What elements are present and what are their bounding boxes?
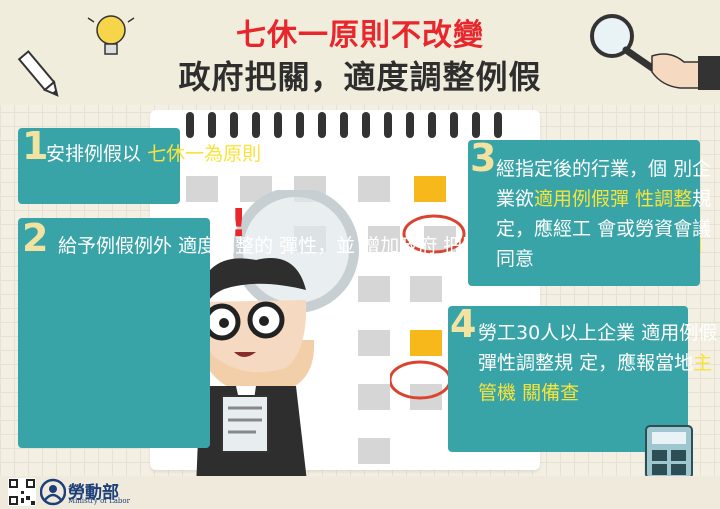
panel-2-number: 2	[22, 216, 49, 260]
org-name: 勞動部	[68, 483, 119, 503]
character-illustration: !	[196, 190, 359, 490]
title-sub: 政府把關，適度調整例假	[178, 58, 542, 96]
org-name-en: Ministry of Labor	[68, 497, 130, 505]
panel-2-line: 給予例假例外	[58, 235, 173, 257]
qr-code-icon	[8, 478, 36, 506]
panel-1-number: 1	[22, 124, 49, 168]
panel-4-highlight: 關備查	[522, 382, 580, 404]
panel-4-line: 定，應報當地	[579, 352, 694, 374]
panel-3-number: 3	[470, 136, 497, 180]
panel-1	[18, 128, 180, 204]
panel-2-line: 增加政府	[361, 235, 438, 257]
panel-4-highlight: 主管機	[478, 352, 713, 404]
footer-band	[0, 476, 720, 509]
panel-2-line: 適度調整的	[178, 235, 274, 257]
panel-4-line: 勞工30人以上企業	[478, 322, 636, 344]
panel-3-line: 規定，應經工	[496, 188, 712, 240]
calculator-icon	[645, 425, 693, 479]
panel-4-text: 勞工30人以上企業 適用例假彈性調整規 定，應報當地主管機 關備查	[478, 318, 720, 408]
magnifier-hand-icon	[590, 14, 720, 90]
lightbulb-icon	[87, 15, 135, 55]
panel-3	[468, 140, 700, 286]
panel-3-highlight: 性調整	[635, 188, 693, 210]
panel-3-text: 經指定後的行業，個 別企業欲適用例假彈 性調整規定，應經工 會或勞資會議同意	[496, 154, 720, 274]
panel-3-line: 別企業欲	[496, 158, 712, 210]
panel-3-highlight: 適用例假彈	[534, 188, 630, 210]
ministry-logo-icon	[40, 478, 66, 506]
panel-2	[18, 218, 210, 448]
title-main: 七休一原則不改變	[236, 18, 484, 53]
panel-3-line: 經指定後的行業，個	[496, 158, 668, 180]
pencil-icon	[17, 50, 59, 97]
panel-1-text: 安排例假以 七休一為原則	[46, 140, 261, 169]
svg-text:!: !	[230, 201, 247, 245]
panel-3-line: 會或勞資會議同意	[496, 218, 712, 270]
panel-4-number: 4	[450, 302, 477, 346]
panel-2-line: 彈性，並	[279, 235, 356, 257]
panel-1-highlight: 七休一為原則	[147, 143, 262, 165]
panel-1-line: 安排例假以	[46, 143, 142, 165]
panel-4-line: 適用例假彈性調整規	[478, 322, 718, 374]
